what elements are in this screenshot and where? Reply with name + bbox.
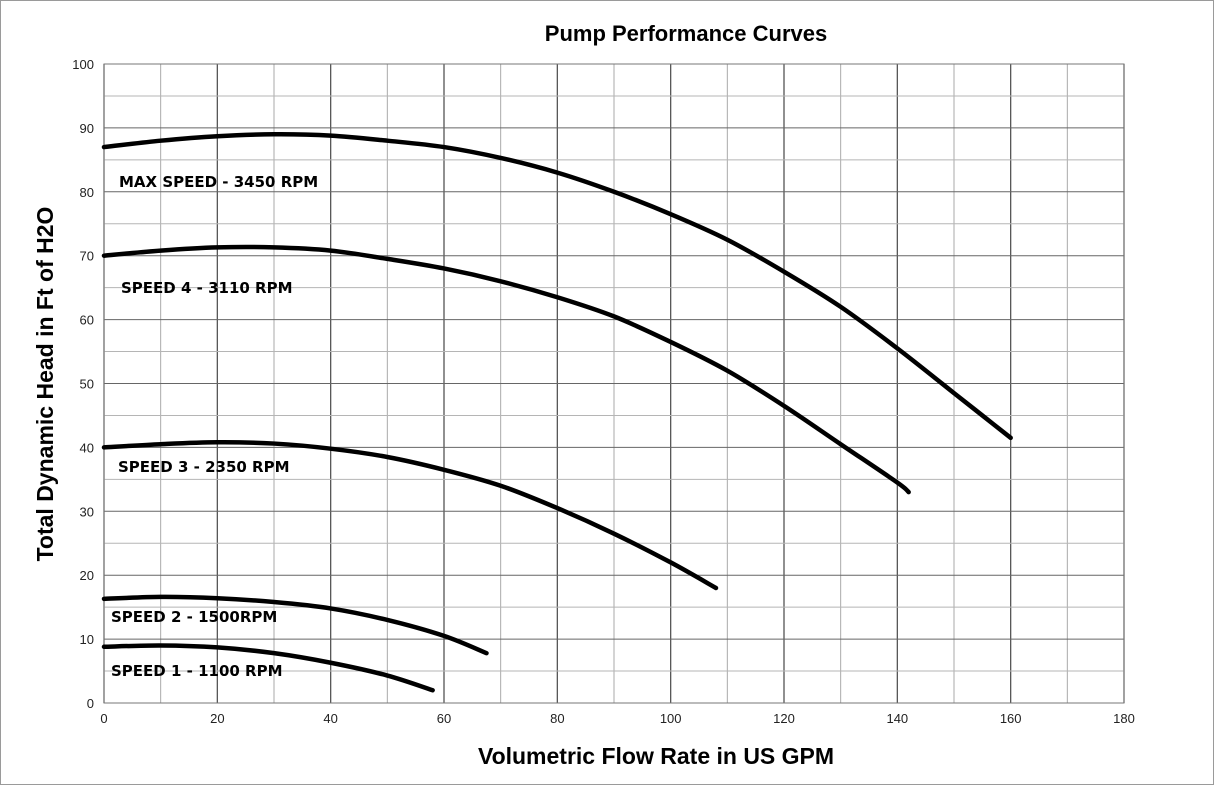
curve-label-series-3: SPEED 3 - 2350 RPM: [118, 458, 290, 476]
y-tick-label: 40: [80, 440, 94, 455]
y-tick-label: 10: [80, 632, 94, 647]
curve-series-5: [101, 643, 435, 693]
curve-label-series-4: SPEED 2 - 1500RPM: [111, 608, 277, 626]
y-axis-label: Total Dynamic Head in Ft of H2O: [32, 207, 58, 562]
y-tick-label: 30: [80, 504, 94, 519]
curve-series-1: [101, 132, 1013, 441]
y-tick-label: 0: [87, 696, 94, 711]
x-tick-label: 80: [550, 711, 564, 726]
curve-label-series-1: MAX SPEED - 3450 RPM: [119, 173, 318, 191]
y-tick-label: 50: [80, 377, 94, 392]
chart-title: Pump Performance Curves: [545, 21, 827, 46]
curve-series-4: [101, 594, 489, 656]
x-tick-label: 20: [210, 711, 224, 726]
y-tick-label: 70: [80, 249, 94, 264]
x-tick-label: 100: [660, 711, 682, 726]
y-tick-label: 60: [80, 313, 94, 328]
x-tick-label: 40: [323, 711, 337, 726]
curve-series-2: [101, 244, 911, 495]
x-tick-label: 160: [1000, 711, 1022, 726]
y-tick-label: 80: [80, 185, 94, 200]
y-tick-label: 100: [72, 57, 94, 72]
x-tick-label: 140: [886, 711, 908, 726]
x-axis-label: Volumetric Flow Rate in US GPM: [478, 743, 834, 769]
x-tick-label: 180: [1113, 711, 1135, 726]
curve-series-3: [101, 440, 719, 591]
x-tick-label: 120: [773, 711, 795, 726]
x-tick-label: 60: [437, 711, 451, 726]
curve-label-series-2: SPEED 4 - 3110 RPM: [121, 279, 293, 297]
y-tick-label: 90: [80, 121, 94, 136]
curve-label-series-5: SPEED 1 - 1100 RPM: [111, 662, 283, 680]
plot-area-border: [103, 63, 1125, 704]
x-tick-label: 0: [100, 711, 107, 726]
y-tick-label: 20: [80, 568, 94, 583]
